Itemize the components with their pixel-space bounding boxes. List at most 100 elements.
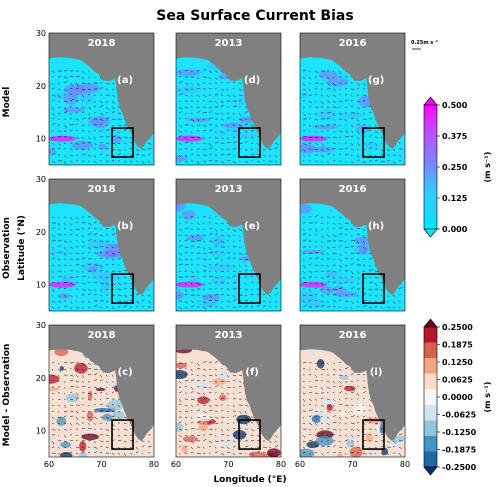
current-vector	[392, 440, 397, 444]
jet-patch	[300, 281, 328, 288]
current-vector	[178, 288, 181, 291]
current-vector	[99, 386, 102, 388]
current-vector	[308, 452, 311, 455]
current-vector	[214, 434, 217, 437]
current-vector	[308, 112, 311, 115]
current-vector	[220, 306, 224, 310]
current-vector	[81, 374, 85, 379]
colorbar-bottom-tick-label: 0.0625	[442, 376, 473, 385]
panel-letter: (d)	[244, 75, 260, 86]
y-axis-label: Latitude (°N)	[17, 215, 27, 281]
speed-patch	[338, 113, 364, 119]
current-vector	[81, 434, 85, 437]
colorbar-bottom-cell	[424, 389, 437, 405]
figure-title: Sea Surface Current Bias	[156, 8, 353, 24]
speed-patch	[300, 249, 325, 254]
current-vector	[208, 398, 211, 401]
current-vector	[226, 124, 229, 127]
current-vector	[87, 82, 90, 85]
current-vector	[184, 282, 187, 285]
speed-patch	[312, 124, 339, 130]
colorbar-bottom-unit: (m s⁻¹)	[483, 382, 492, 413]
current-vector	[93, 416, 98, 420]
current-vector	[374, 294, 378, 297]
current-vector	[374, 136, 378, 138]
current-vector	[238, 270, 241, 273]
current-vector	[232, 154, 235, 157]
current-vector	[105, 124, 108, 126]
current-vector	[69, 112, 72, 115]
current-vector	[220, 112, 224, 115]
current-vector	[226, 446, 230, 449]
current-vector	[302, 300, 305, 303]
current-vector	[51, 75, 54, 78]
current-vector	[202, 68, 207, 72]
panel-letter: (f)	[245, 367, 259, 378]
current-vector	[214, 148, 217, 151]
current-vector	[368, 452, 372, 455]
current-vector	[220, 228, 223, 231]
current-vector	[214, 276, 218, 278]
current-vector	[93, 422, 96, 425]
speed-patch	[324, 271, 344, 276]
panel-f: 2013(f)60 70 80	[171, 324, 286, 469]
current-vector	[184, 428, 188, 431]
current-vector	[63, 410, 68, 413]
current-vector	[398, 154, 402, 157]
current-vector	[87, 398, 91, 401]
current-vector	[374, 282, 378, 287]
speed-patch	[210, 235, 226, 246]
current-vector	[308, 409, 313, 412]
current-vector	[226, 422, 230, 425]
colorbar-bottom-cell	[424, 373, 437, 390]
current-vector	[226, 386, 231, 388]
current-vector	[238, 112, 242, 117]
current-vector	[57, 300, 62, 303]
current-vector	[232, 105, 237, 108]
current-vector	[81, 427, 85, 430]
current-vector	[111, 240, 114, 243]
current-vector	[63, 154, 67, 158]
current-vector	[99, 288, 103, 293]
current-vector	[338, 398, 341, 401]
current-vector	[123, 148, 127, 152]
current-vector	[123, 142, 127, 145]
current-vector	[338, 380, 342, 384]
current-vector	[69, 154, 74, 157]
current-vector	[226, 416, 229, 419]
current-vector	[362, 386, 367, 389]
current-vector	[368, 434, 371, 436]
y-tick-label: 10	[36, 281, 46, 290]
current-vector	[105, 82, 110, 85]
current-vector	[196, 94, 200, 97]
speed-patch	[207, 263, 235, 271]
current-vector	[320, 288, 324, 291]
current-vector	[81, 440, 85, 442]
speed-patch	[111, 135, 123, 144]
current-vector	[314, 362, 317, 365]
current-vector	[262, 451, 266, 454]
current-vector	[184, 373, 188, 376]
current-vector	[111, 374, 114, 377]
current-vector	[81, 245, 85, 248]
current-vector	[184, 410, 189, 413]
current-vector	[214, 228, 218, 232]
current-vector	[362, 415, 366, 418]
current-vector	[202, 252, 207, 254]
current-vector	[196, 282, 201, 285]
current-vector	[111, 386, 115, 389]
current-vector	[117, 434, 121, 437]
current-vector	[196, 124, 201, 126]
current-vector	[87, 136, 91, 140]
current-vector	[350, 148, 354, 151]
current-vector	[238, 239, 241, 242]
current-vector	[81, 136, 85, 140]
bias-patch	[354, 403, 367, 415]
current-vector	[117, 452, 121, 455]
current-vector	[93, 304, 98, 308]
current-vector	[63, 440, 68, 443]
current-vector	[226, 234, 231, 237]
current-vector	[69, 240, 72, 243]
current-vector	[202, 258, 207, 260]
current-vector	[326, 428, 330, 430]
